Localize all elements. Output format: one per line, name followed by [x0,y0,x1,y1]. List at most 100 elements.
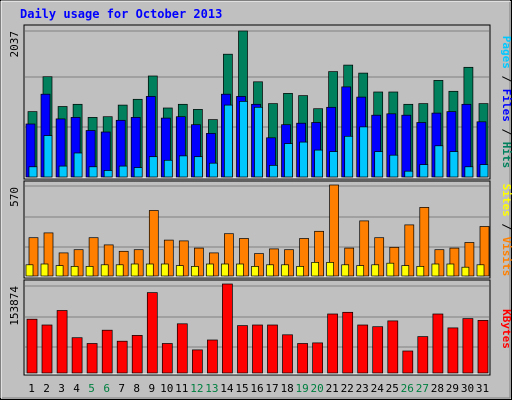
bar-sites-day-27 [416,266,425,277]
day-13-bars [206,252,219,277]
bar-sites-day-18 [281,264,289,277]
day-6-bars [100,116,113,178]
bar-visits-day-7 [118,250,129,277]
day-18-bars [281,93,293,178]
bar-pages-day-10 [163,159,173,178]
day-3-bars [55,106,68,178]
day-label-23: 23 [356,382,369,395]
bar-sites-day-1 [25,264,34,277]
bar-sites-day-15 [236,263,244,277]
bar-sites-day-21 [326,262,334,277]
bar-pages-day-21 [329,151,338,178]
bar-sites-day-7 [115,264,124,277]
bar-pages-day-8 [133,167,143,178]
bar-kbytes-day-29 [447,327,459,374]
day-7-bars [115,104,128,178]
bar-kbytes-day-8 [131,335,143,374]
y-max-label: 153874 [8,286,21,326]
day-21-bars [326,71,338,178]
bar-visits-day-4 [73,249,84,277]
bar-visits-day-19 [299,238,309,277]
day-11-bars [175,240,189,277]
legend-item-kbytes: KBytes [500,309,512,349]
day-31-bars [476,103,489,178]
bar-kbytes-day-21 [327,313,338,374]
bar-kbytes-day-10 [161,343,173,374]
day-5-bars [85,117,98,178]
bar-pages-day-1 [28,166,38,178]
day-26-bars [401,224,415,277]
bar-kbytes-day-14 [222,283,233,374]
day-label-4: 4 [73,382,80,395]
chart-title: Daily usage for October 2013 [20,7,222,21]
day-label-5: 5 [88,382,95,395]
bar-pages-day-28 [434,145,444,178]
day-10-bars [160,239,174,277]
day-6-bars [100,244,114,277]
day-label-31: 31 [476,382,489,395]
day-13-bars [206,119,218,178]
day-9-bars [146,292,158,374]
day-24-bars [372,326,384,374]
day-30-bars [461,242,475,277]
day-7-bars [115,250,129,277]
day-22-bars [342,311,354,374]
day-14-bars [221,233,234,277]
bar-visits-day-2 [43,232,54,277]
day-label-24: 24 [371,382,385,395]
bar-sites-day-28 [431,263,440,277]
bar-pages-day-11 [178,155,188,178]
bar-kbytes-day-5 [86,343,98,374]
bar-kbytes-day-9 [146,292,158,374]
day-27-bars [417,336,429,374]
bar-sites-day-2 [40,263,49,277]
day-23-bars [356,220,370,277]
day-label-16: 16 [250,382,263,395]
bar-pages-day-3 [58,165,68,178]
bar-sites-day-13 [206,263,214,277]
bar-visits-day-10 [163,239,174,277]
day-31-bars [476,226,490,277]
day-10-bars [160,107,173,178]
bar-pages-day-19 [299,141,308,178]
day-label-15: 15 [235,382,248,395]
day-16-bars [251,81,263,178]
day-10-bars [161,343,173,374]
day-label-1: 1 [28,382,35,395]
day-label-2: 2 [43,382,50,395]
bar-visits-day-25 [389,246,400,277]
bar-visits-day-16 [254,253,264,277]
bar-visits-day-28 [434,249,445,277]
day-9-bars [145,75,158,178]
bar-visits-day-15 [239,238,249,277]
bar-kbytes-day-16 [252,324,263,374]
day-label-7: 7 [118,382,125,395]
day-17-bars [266,103,278,178]
bar-sites-day-6 [100,264,109,277]
bar-sites-day-22 [341,264,350,277]
day-29-bars [446,247,460,277]
bar-visits-day-31 [479,226,490,277]
bar-visits-day-12 [194,247,204,277]
day-label-11: 11 [175,382,188,395]
bar-sites-day-31 [476,264,485,277]
day-label-12: 12 [190,382,203,395]
bar-kbytes-day-31 [477,320,489,374]
day-18-bars [281,249,294,277]
day-label-30: 30 [461,382,474,395]
day-labels: 1 2 3 4 5 6 7 8 9 10 11 12 13 14 15 16 17 18 19 20 21 22 23 24 2… [28,382,489,395]
bar-pages-day-27 [419,164,429,178]
day-17-bars [267,324,278,374]
bar-kbytes-day-6 [101,329,113,374]
day-14-bars [222,283,233,374]
day-26-bars [402,350,414,374]
bar-pages-day-12 [194,156,203,178]
bar-visits-day-14 [224,233,234,277]
bar-sites-day-5 [85,266,94,277]
bar-pages-day-18 [284,143,293,178]
bar-sites-day-8 [130,263,139,277]
bar-sites-day-24 [371,264,380,277]
bar-pages-day-9 [148,156,158,178]
bar-kbytes-day-3 [56,310,68,374]
